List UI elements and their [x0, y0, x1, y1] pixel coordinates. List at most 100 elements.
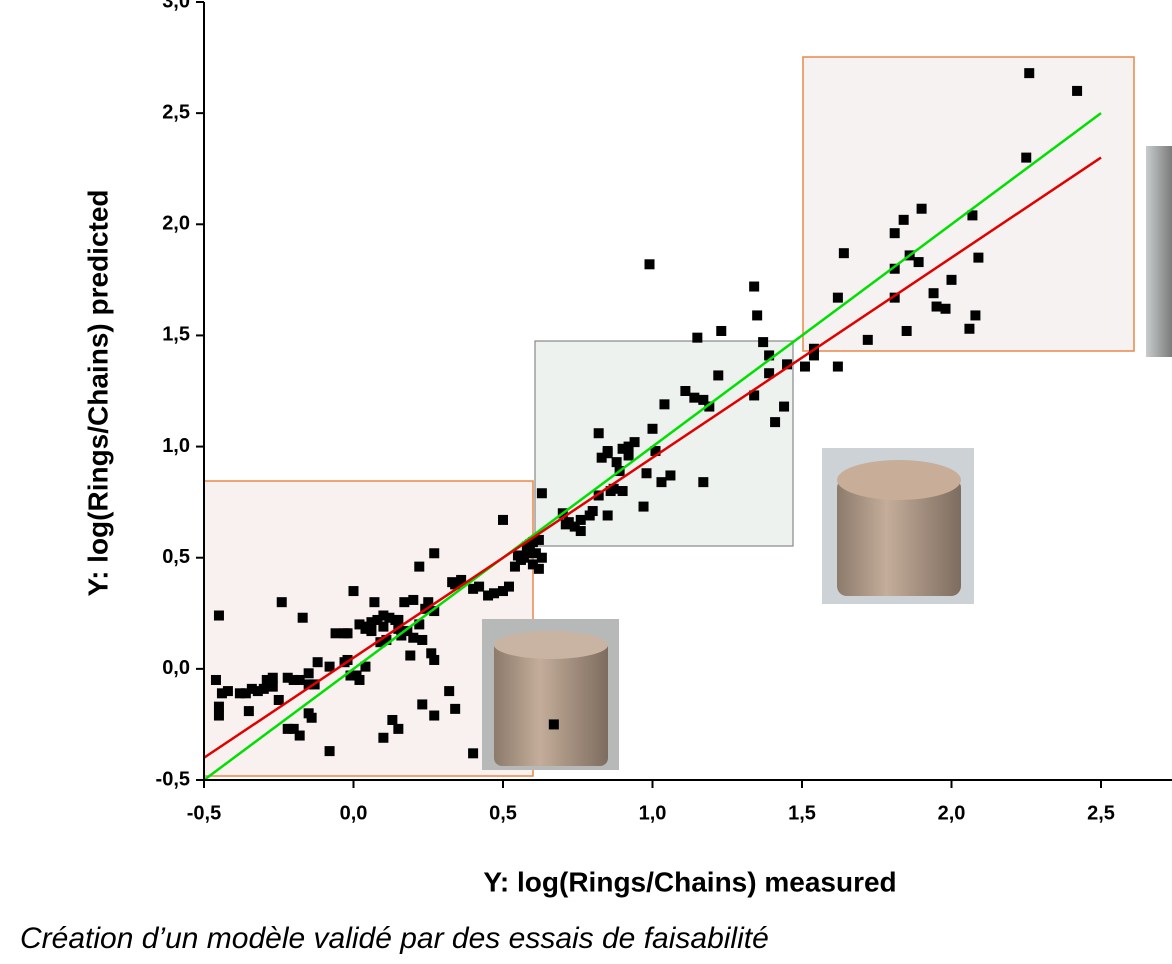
data-point [970, 310, 981, 321]
data-point [641, 468, 652, 479]
y-tick-label: -0,5 [156, 768, 190, 790]
caption: Création d’un modèle validé par des essa… [20, 922, 769, 955]
data-point [408, 632, 419, 643]
data-point [617, 443, 628, 454]
data-point [716, 325, 727, 336]
data-point [261, 674, 272, 685]
data-point [468, 583, 479, 594]
data-point [680, 386, 691, 396]
data-point [838, 248, 849, 259]
data-point [324, 746, 335, 757]
data-point [698, 477, 709, 488]
data-point [450, 579, 461, 590]
data-point [408, 594, 419, 605]
data-point [429, 710, 440, 721]
data-point [1024, 68, 1035, 79]
data-point [584, 510, 595, 521]
data-point [605, 486, 616, 497]
data-point [889, 292, 900, 303]
data-point [650, 446, 661, 457]
data-point [1021, 152, 1032, 163]
data-point [623, 441, 634, 452]
data-point [764, 368, 775, 379]
data-point [898, 214, 909, 225]
data-point [213, 701, 224, 712]
data-point [354, 674, 365, 685]
data-point [222, 686, 233, 697]
x-tick-label: -0,5 [187, 802, 221, 824]
data-point [593, 428, 604, 439]
data-point [749, 281, 760, 292]
data-point [450, 703, 461, 714]
data-point [503, 581, 514, 592]
plot-area [203, 68, 1102, 782]
data-point [889, 228, 900, 239]
data-point [967, 210, 978, 221]
data-point [498, 586, 508, 597]
data-point [533, 563, 544, 574]
data-point [402, 626, 413, 637]
data-point [276, 597, 287, 608]
data-point [509, 561, 520, 572]
photo-sample-top [837, 460, 961, 500]
data-point [575, 514, 586, 525]
x-tick-label: 0,0 [340, 802, 368, 824]
y-tick-label: 0,5 [162, 546, 190, 568]
data-point [456, 574, 467, 585]
photo-sample-top [494, 631, 608, 659]
data-point [808, 350, 819, 361]
data-point [617, 486, 628, 497]
data-point [303, 668, 314, 679]
photo-sample [837, 478, 961, 596]
data-point [303, 679, 314, 690]
x-tick-label: 2,0 [938, 802, 966, 824]
data-point [330, 628, 341, 639]
data-point [548, 719, 559, 730]
data-point [602, 446, 613, 457]
data-point [647, 423, 658, 434]
data-point [931, 301, 942, 312]
data-point [782, 359, 793, 370]
data-point [596, 452, 607, 463]
data-point [749, 390, 760, 401]
y-tick-label: 0,0 [162, 657, 190, 679]
data-point [973, 252, 984, 263]
fit-line [203, 112, 1102, 782]
data-point [940, 303, 951, 314]
data-point [294, 674, 305, 685]
data-point [294, 730, 305, 741]
y-axis-title: Y: log(Rings/Chains) predicted [82, 189, 113, 596]
data-point [656, 477, 667, 488]
y-tick-label: 2,5 [162, 101, 190, 123]
data-point [378, 732, 389, 743]
data-point [593, 490, 604, 501]
data-point [246, 683, 257, 694]
y-tick-label: 3,0 [162, 0, 190, 12]
data-point [928, 288, 939, 299]
data-point [764, 350, 775, 361]
data-point [698, 394, 709, 405]
data-point [399, 597, 410, 608]
data-point [429, 548, 440, 559]
data-point [258, 683, 269, 694]
data-point [832, 361, 843, 372]
sample-photos [482, 146, 1172, 770]
data-point [375, 637, 386, 648]
data-point [602, 510, 613, 521]
data-point [474, 581, 485, 592]
data-point [521, 541, 532, 552]
data-point [288, 674, 299, 685]
data-point [659, 399, 670, 410]
data-point [240, 688, 251, 699]
high-region-box [802, 56, 1135, 352]
data-point [390, 614, 401, 625]
data-point [213, 710, 224, 721]
data-point [889, 263, 900, 274]
data-point [913, 257, 924, 268]
data-point [354, 619, 365, 630]
data-point [689, 392, 700, 403]
data-point [423, 597, 434, 608]
data-point [417, 699, 428, 710]
data-point [369, 597, 380, 608]
data-point [282, 723, 293, 734]
